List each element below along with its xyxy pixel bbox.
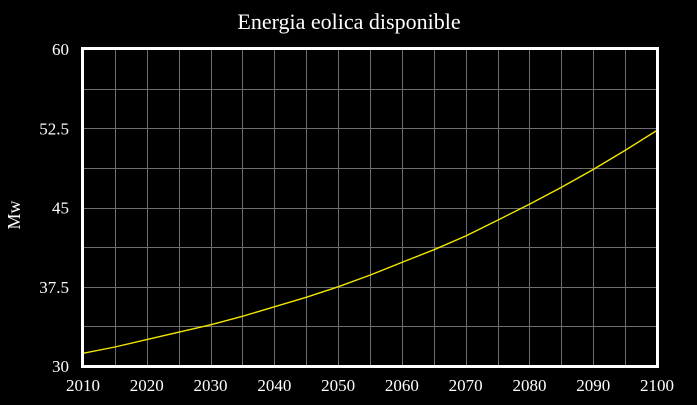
series-line	[82, 129, 658, 354]
x-axis-ticks: 2010 2020 2030 2040 2050 2060 2070 2080 2090 2100	[66, 376, 674, 395]
x-tick-label: 2040	[257, 376, 291, 395]
y-axis-ticks: 30 37.5 45 52.5 60	[39, 40, 69, 376]
y-tick-label: 45	[52, 199, 69, 218]
y-tick-label: 52.5	[39, 119, 69, 138]
x-tick-label: 2030	[194, 376, 228, 395]
y-tick-label: 30	[52, 357, 69, 376]
y-tick-label: 37.5	[39, 278, 69, 297]
x-tick-label: 2020	[130, 376, 164, 395]
grid	[83, 49, 657, 366]
x-tick-label: 2090	[576, 376, 610, 395]
y-tick-label: 60	[52, 40, 69, 59]
series-layer	[82, 129, 658, 354]
x-tick-label: 2100	[640, 376, 674, 395]
x-tick-label: 2070	[449, 376, 483, 395]
x-tick-label: 2050	[321, 376, 355, 395]
x-tick-label: 2060	[385, 376, 419, 395]
plot-frame	[81, 47, 659, 368]
x-tick-label: 2010	[66, 376, 100, 395]
x-tick-label: 2080	[512, 376, 546, 395]
chart-title: Energia eolica disponible	[237, 9, 460, 34]
y-axis-label: Mw	[4, 200, 24, 229]
